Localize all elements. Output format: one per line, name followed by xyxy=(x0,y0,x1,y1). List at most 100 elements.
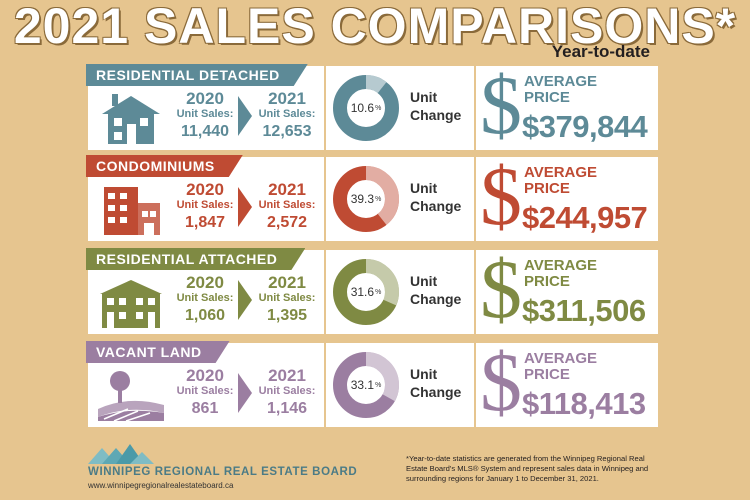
year-label: 2021 xyxy=(268,366,306,385)
average-price-label: AVERAGE PRICE xyxy=(524,258,597,290)
brand-name: WINNIPEG REGIONAL REAL ESTATE BOARD xyxy=(88,466,358,478)
year-label: 2021 xyxy=(268,89,306,108)
unit-change-donut xyxy=(333,352,399,418)
unit-change-label: Unit Change xyxy=(410,365,461,401)
website-url[interactable]: www.winnipegregionalrealestateboard.ca xyxy=(88,481,234,490)
dollar-sign-icon: $ xyxy=(480,243,522,336)
unit-sales-value: 861 xyxy=(191,400,219,417)
year-label: 2020 xyxy=(186,89,224,108)
sales-2021: 2021 Unit Sales: 1,395 xyxy=(252,274,322,325)
unit-sales-label: Unit Sales: xyxy=(176,385,234,397)
unit-change-value: 31.6 xyxy=(350,285,375,299)
unit-change-card: 33.1% Unit Change xyxy=(326,343,474,427)
average-price-value: $244,957 xyxy=(522,200,648,235)
unit-change-arc xyxy=(333,75,399,141)
average-price-label: AVERAGE PRICE xyxy=(524,74,597,106)
unit-sales-value: 12,653 xyxy=(262,123,312,140)
price-word: PRICE xyxy=(524,366,570,383)
footnote: *Year-to-date statistics are generated f… xyxy=(406,454,649,483)
category-banner: CONDOMINIUMS xyxy=(86,155,243,177)
unit-word: Unit xyxy=(410,273,438,289)
category-row: 2020 Unit Sales: 861 2021 Unit Sales: 1,… xyxy=(86,336,658,429)
unit-sales-value: 11,440 xyxy=(180,123,230,140)
arrow-right-icon xyxy=(238,280,252,320)
condo-building-icon xyxy=(104,187,160,235)
price-word: PRICE xyxy=(524,89,570,106)
unit-change-value: 39.3 xyxy=(350,192,375,206)
page-subtitle: Year-to-date xyxy=(551,42,650,61)
sales-2020: 2020 Unit Sales: 861 xyxy=(170,367,240,418)
unit-change-label: Unit Change xyxy=(410,179,461,215)
price-word: PRICE xyxy=(524,180,570,197)
sales-2020: 2020 Unit Sales: 11,440 xyxy=(170,90,240,141)
average-price-value: $118,413 xyxy=(522,386,646,421)
unit-sales-label: Unit Sales: xyxy=(258,108,316,120)
unit-change-percent: 39.3% xyxy=(332,165,400,233)
page-title: 2021 SALES COMPARISONS* xyxy=(13,0,737,54)
unit-change-arc xyxy=(333,259,399,325)
percent-sign: % xyxy=(375,288,382,296)
unit-change-percent: 33.1% xyxy=(332,351,400,419)
sales-2020: 2020 Unit Sales: 1,060 xyxy=(170,274,240,325)
unit-sales-label: Unit Sales: xyxy=(258,292,316,304)
unit-sales-label: Unit Sales: xyxy=(176,292,234,304)
average-word: AVERAGE xyxy=(524,350,598,367)
category-banner: RESIDENTIAL ATTACHED xyxy=(86,248,305,270)
unit-sales-label: Unit Sales: xyxy=(258,385,316,397)
average-word: AVERAGE xyxy=(524,73,598,90)
arrow-right-icon xyxy=(238,96,252,136)
average-price-label: AVERAGE PRICE xyxy=(524,165,597,197)
change-word: Change xyxy=(410,384,462,400)
arrow-right-icon xyxy=(238,187,252,227)
unit-change-percent: 31.6% xyxy=(332,258,400,326)
unit-word: Unit xyxy=(410,366,438,382)
percent-sign: % xyxy=(375,195,382,203)
year-label: 2020 xyxy=(186,180,224,199)
year-label: 2021 xyxy=(268,273,306,292)
unit-change-donut xyxy=(333,259,399,325)
year-label: 2020 xyxy=(186,366,224,385)
land-tree-icon xyxy=(98,371,164,422)
unit-change-donut xyxy=(333,75,399,141)
category-row: 2020 Unit Sales: 1,847 2021 Unit Sales: … xyxy=(86,150,658,243)
average-price-card: $ AVERAGE PRICE $379,844 xyxy=(476,59,658,152)
unit-change-label: Unit Change xyxy=(410,88,461,124)
unit-sales-label: Unit Sales: xyxy=(176,108,234,120)
category-row: 2020 Unit Sales: 1,060 2021 Unit Sales: … xyxy=(86,243,658,336)
unit-sales-value: 1,395 xyxy=(266,307,308,324)
unit-change-label: Unit Change xyxy=(410,272,461,308)
price-word: PRICE xyxy=(524,273,570,290)
unit-change-value: 10.6 xyxy=(350,101,375,115)
unit-change-percent: 10.6% xyxy=(332,74,400,142)
arrow-right-icon xyxy=(238,373,252,413)
wrreb-logo-icon xyxy=(88,444,154,464)
average-price-value: $311,506 xyxy=(522,293,646,328)
year-label: 2020 xyxy=(186,273,224,292)
house-icon xyxy=(102,94,160,144)
unit-change-arc xyxy=(333,166,399,232)
unit-sales-value: 1,847 xyxy=(184,214,226,231)
unit-change-card: 39.3% Unit Change xyxy=(326,157,474,241)
year-label: 2021 xyxy=(268,180,306,199)
dollar-sign-icon: $ xyxy=(480,336,522,429)
unit-change-value: 33.1 xyxy=(350,378,375,392)
change-word: Change xyxy=(410,198,462,214)
average-price-label: AVERAGE PRICE xyxy=(524,351,597,383)
unit-sales-value: 1,146 xyxy=(266,400,308,417)
sales-2020: 2020 Unit Sales: 1,847 xyxy=(170,181,240,232)
category-banner: VACANT LAND xyxy=(86,341,230,363)
unit-sales-label: Unit Sales: xyxy=(176,199,234,211)
category-banner: RESIDENTIAL DETACHED xyxy=(86,64,308,86)
percent-sign: % xyxy=(375,104,382,112)
average-price-card: $ AVERAGE PRICE $311,506 xyxy=(476,243,658,336)
average-price-card: $ AVERAGE PRICE $118,413 xyxy=(476,336,658,429)
average-word: AVERAGE xyxy=(524,257,598,274)
change-word: Change xyxy=(410,107,462,123)
average-price-card: $ AVERAGE PRICE $244,957 xyxy=(476,150,658,243)
unit-change-arc xyxy=(333,352,399,418)
unit-sales-label: Unit Sales: xyxy=(258,199,316,211)
unit-word: Unit xyxy=(410,180,438,196)
unit-sales-value: 1,060 xyxy=(184,307,226,324)
unit-change-card: 10.6% Unit Change xyxy=(326,66,474,150)
unit-sales-value: 2,572 xyxy=(266,214,308,231)
